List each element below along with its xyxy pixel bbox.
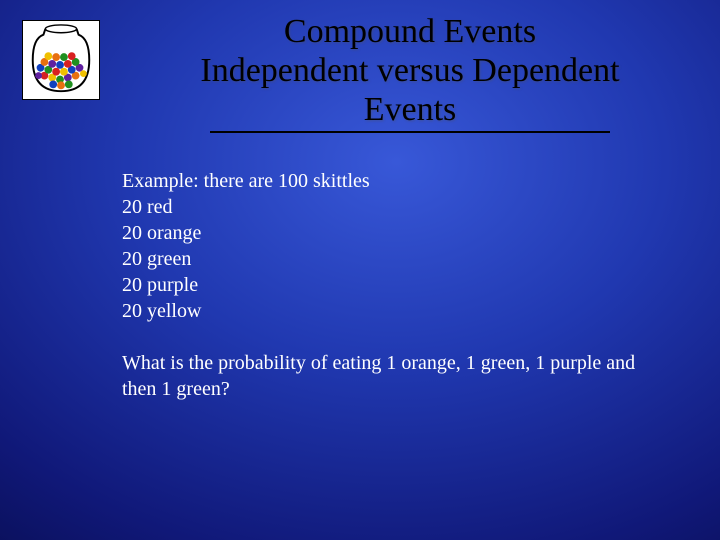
candy-jar-icon [23,21,99,99]
count-red: 20 red [122,194,662,220]
title-line-2: Independent versus Dependent [165,51,655,90]
count-purple: 20 purple [122,272,662,298]
title-underline [210,131,610,133]
example-header: Example: there are 100 skittles [122,168,662,194]
slide-title: Compound Events Independent versus Depen… [165,12,655,133]
count-yellow: 20 yellow [122,298,662,324]
title-line-3: Events [165,90,655,129]
slide-body: Example: there are 100 skittles 20 red 2… [122,168,662,402]
jar-illustration [22,20,100,100]
title-line-1: Compound Events [165,12,655,51]
slide: Compound Events Independent versus Depen… [0,0,720,540]
count-green: 20 green [122,246,662,272]
question-text: What is the probability of eating 1 oran… [122,350,662,402]
count-orange: 20 orange [122,220,662,246]
